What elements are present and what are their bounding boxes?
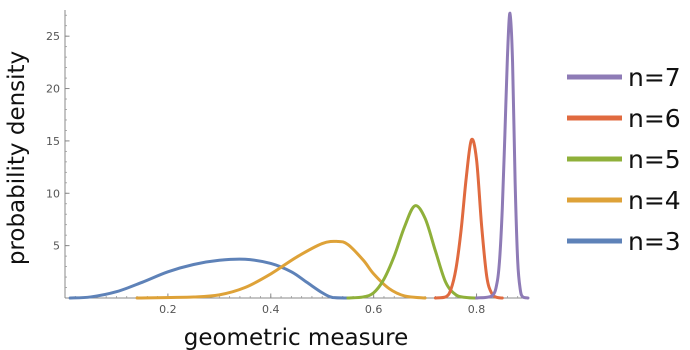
legend: n=7 n=6 n=5 n=4 n=3 (567, 63, 681, 256)
legend-label: n=4 (628, 186, 681, 215)
legend-label: n=3 (628, 227, 681, 256)
x-tick-label: 0.2 (159, 303, 177, 316)
series-line-n7 (475, 11, 530, 300)
y-tick-label: 10 (46, 187, 60, 200)
y-tick-label: 5 (53, 240, 60, 253)
series-line-n4 (135, 239, 427, 300)
series-line-n6 (433, 137, 504, 300)
series-curves (68, 11, 530, 300)
legend-label: n=6 (628, 104, 681, 133)
series-line-n5 (346, 204, 479, 300)
axes: 0.2 0.4 0.6 0.8 5 10 15 20 25 (46, 10, 528, 316)
y-tick-label: 15 (46, 135, 60, 148)
legend-label: n=5 (628, 145, 681, 174)
x-tick-label: 0.8 (468, 303, 486, 316)
y-tick-label: 20 (46, 83, 60, 96)
x-axis-title: geometric measure (184, 325, 409, 350)
x-tick-label: 0.4 (262, 303, 280, 316)
series-line-n3 (68, 257, 350, 300)
legend-label: n=7 (628, 63, 681, 92)
x-tick-label: 0.6 (365, 303, 383, 316)
y-tick-label: 25 (46, 30, 60, 43)
y-axis-title: probability density (4, 51, 30, 265)
